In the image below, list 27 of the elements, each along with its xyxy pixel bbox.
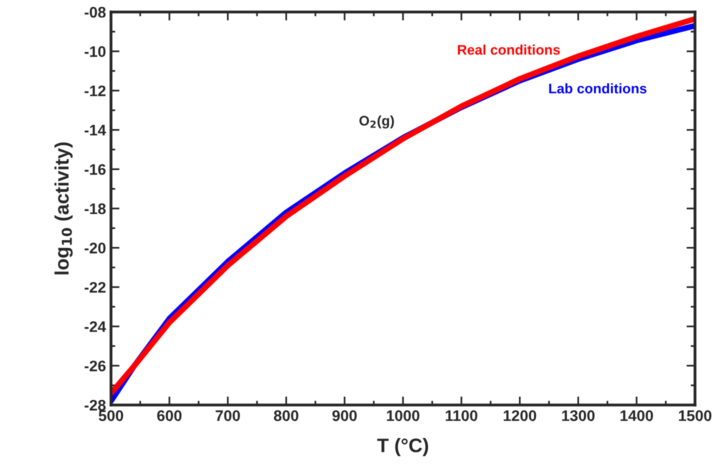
x-tick-label: 800 bbox=[274, 410, 298, 422]
y-tick-label: -10 bbox=[84, 46, 106, 57]
y-tick-label: -18 bbox=[84, 203, 106, 214]
y-tick-label: -20 bbox=[84, 242, 106, 254]
x-tick-label: 1300 bbox=[562, 410, 595, 422]
x-tick-label: 1200 bbox=[504, 410, 536, 422]
y-tick-label: -08 bbox=[84, 6, 106, 18]
y-tick-label: -12 bbox=[84, 85, 106, 96]
x-tick-label: 1400 bbox=[620, 410, 653, 422]
x-tick-label: 500 bbox=[98, 410, 124, 422]
x-axis-title: T (°C) bbox=[377, 438, 428, 456]
y-tick-label: -16 bbox=[84, 164, 106, 175]
y-tick-label: -24 bbox=[84, 321, 106, 332]
y-tick-label: -26 bbox=[84, 360, 106, 372]
x-tick-label: 1500 bbox=[678, 410, 712, 422]
y-tick-label: -28 bbox=[84, 400, 106, 411]
x-tick-label: 600 bbox=[157, 410, 182, 422]
y-tick-label: -14 bbox=[84, 124, 106, 136]
x-tick-label: 1000 bbox=[386, 410, 420, 422]
x-tick-label: 700 bbox=[216, 410, 240, 422]
x-tick-label: 900 bbox=[332, 410, 357, 422]
y-tick-label: -22 bbox=[84, 282, 106, 293]
series-label: Real conditions bbox=[458, 44, 560, 55]
x-tick-label: 1100 bbox=[446, 410, 478, 422]
series-label: Lab conditions bbox=[549, 83, 646, 94]
annotation: O$_{2}$(g) bbox=[359, 115, 394, 128]
y-axis-title: log$_{10}$ (activity) bbox=[54, 142, 73, 274]
